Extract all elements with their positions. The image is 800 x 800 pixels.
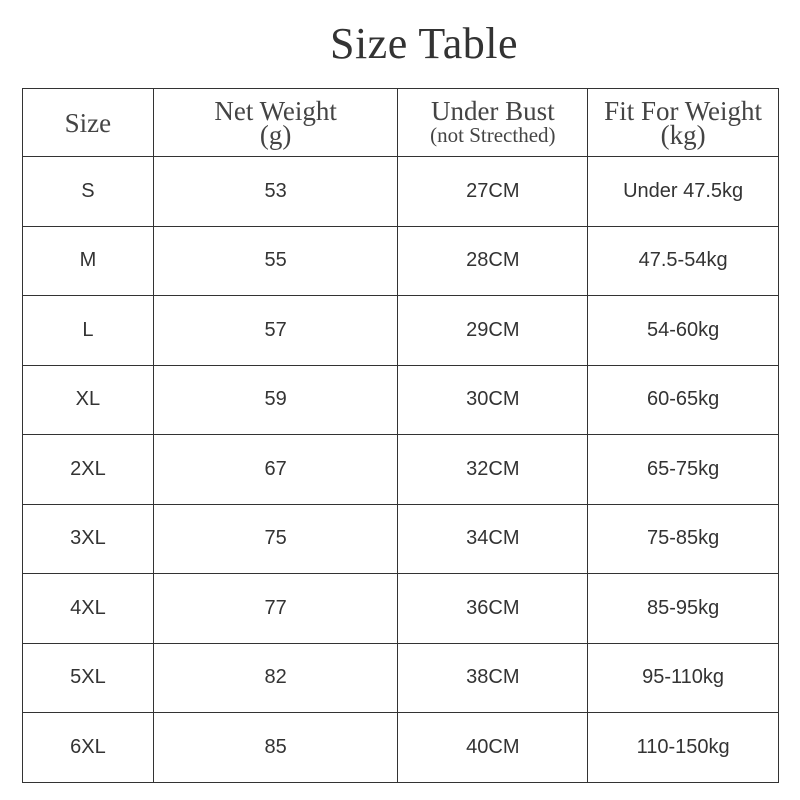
- table-row: 5XL 82 38CM 95-110kg: [22, 642, 779, 713]
- cell-fit-for-weight: 65-75kg: [587, 434, 779, 505]
- cell-size: L: [22, 295, 154, 366]
- cell-net-weight: 67: [152, 434, 399, 505]
- cell-under-bust: 28CM: [397, 225, 589, 296]
- cell-net-weight: 57: [152, 295, 399, 366]
- header-net-weight: Net Weight (g): [152, 88, 399, 157]
- cell-net-weight: 53: [152, 156, 399, 227]
- table-row: M 55 28CM 47.5-54kg: [22, 225, 779, 296]
- cell-fit-for-weight: 60-65kg: [587, 364, 779, 435]
- cell-size: 3XL: [22, 503, 154, 574]
- cell-fit-for-weight: 95-110kg: [587, 642, 779, 713]
- header-sublabel: (kg): [660, 119, 706, 150]
- header-fit-for-weight: Fit For Weight (kg): [587, 88, 779, 157]
- page-title: Size Table: [329, 19, 519, 68]
- cell-under-bust: 38CM: [397, 642, 589, 713]
- cell-net-weight: 82: [152, 642, 399, 713]
- cell-size: M: [22, 225, 154, 296]
- table-row: 2XL 67 32CM 65-75kg: [22, 434, 779, 505]
- header-label: Size: [64, 107, 112, 138]
- cell-fit-for-weight: 85-95kg: [587, 573, 779, 644]
- cell-under-bust: 36CM: [397, 573, 589, 644]
- cell-under-bust: 30CM: [397, 364, 589, 435]
- header-size: Size: [22, 88, 154, 157]
- cell-size: 2XL: [22, 434, 154, 505]
- cell-under-bust: 34CM: [397, 503, 589, 574]
- header-sublabel: (not Strecthed): [430, 122, 556, 147]
- header-under-bust: Under Bust (not Strecthed): [397, 88, 589, 157]
- cell-under-bust: 32CM: [397, 434, 589, 505]
- table-row: 6XL 85 40CM 110-150kg: [22, 712, 779, 783]
- table-row: L 57 29CM 54-60kg: [22, 295, 779, 366]
- cell-net-weight: 77: [152, 573, 399, 644]
- cell-net-weight: 85: [152, 712, 399, 783]
- header-label: Under Bust: [430, 95, 555, 126]
- cell-fit-for-weight: 54-60kg: [587, 295, 779, 366]
- cell-size: 4XL: [22, 573, 154, 644]
- cell-size: XL: [22, 364, 154, 435]
- cell-under-bust: 27CM: [397, 156, 589, 227]
- cell-fit-for-weight: 47.5-54kg: [587, 225, 779, 296]
- cell-under-bust: 29CM: [397, 295, 589, 366]
- cell-size: S: [22, 156, 154, 227]
- cell-size: 5XL: [22, 642, 154, 713]
- cell-net-weight: 75: [152, 503, 399, 574]
- size-table: Size Net Weight (g) Under Bust (not Strecthe…: [22, 88, 779, 783]
- cell-net-weight: 59: [152, 364, 399, 435]
- cell-fit-for-weight: Under 47.5kg: [587, 156, 779, 227]
- cell-fit-for-weight: 75-85kg: [587, 503, 779, 574]
- header-label: Net Weight: [214, 95, 337, 126]
- table-row: S 53 27CM Under 47.5kg: [22, 156, 779, 227]
- cell-net-weight: 55: [152, 225, 399, 296]
- cell-size: 6XL: [22, 712, 154, 783]
- header-sublabel: (g): [259, 119, 292, 150]
- header-label: Fit For Weight: [604, 95, 763, 126]
- cell-fit-for-weight: 110-150kg: [587, 712, 779, 783]
- cell-under-bust: 40CM: [397, 712, 589, 783]
- table-row: 3XL 75 34CM 75-85kg: [22, 503, 779, 574]
- table-row: 4XL 77 36CM 85-95kg: [22, 573, 779, 644]
- header-row: Size Net Weight (g) Under Bust (not Strecthe…: [22, 88, 779, 157]
- table-row: XL 59 30CM 60-65kg: [22, 364, 779, 435]
